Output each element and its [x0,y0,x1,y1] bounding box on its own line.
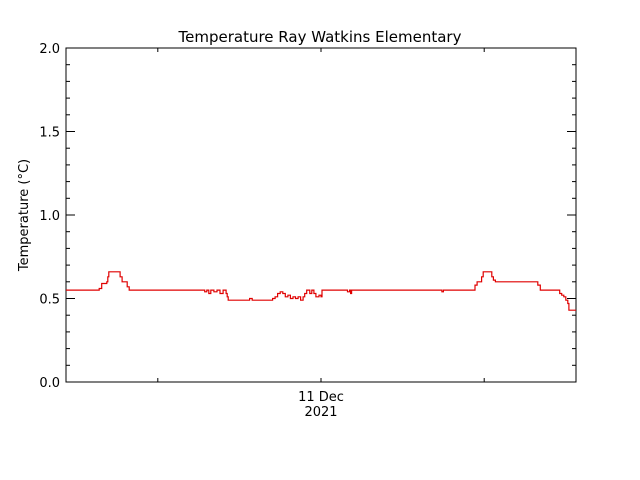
y-axis: 0.0 0.5 1.0 1.5 2.0 [39,42,576,391]
temperature-series-line [66,271,576,311]
y-tick-label: 1.0 [39,209,60,224]
x-tick-label: 11 Dec [298,390,344,405]
y-tick-label: 1.5 [39,126,60,141]
y-tick-label: 2.0 [39,42,60,57]
series-group [66,271,576,311]
y-tick-label: 0.0 [39,376,60,391]
x-tick-label-year: 2021 [304,405,337,420]
plot-frame [65,47,577,383]
y-tick-label: 0.5 [39,293,60,308]
y-axis-label: Temperature (°C) [17,159,32,272]
chart-title: Temperature Ray Watkins Elementary [178,28,462,46]
